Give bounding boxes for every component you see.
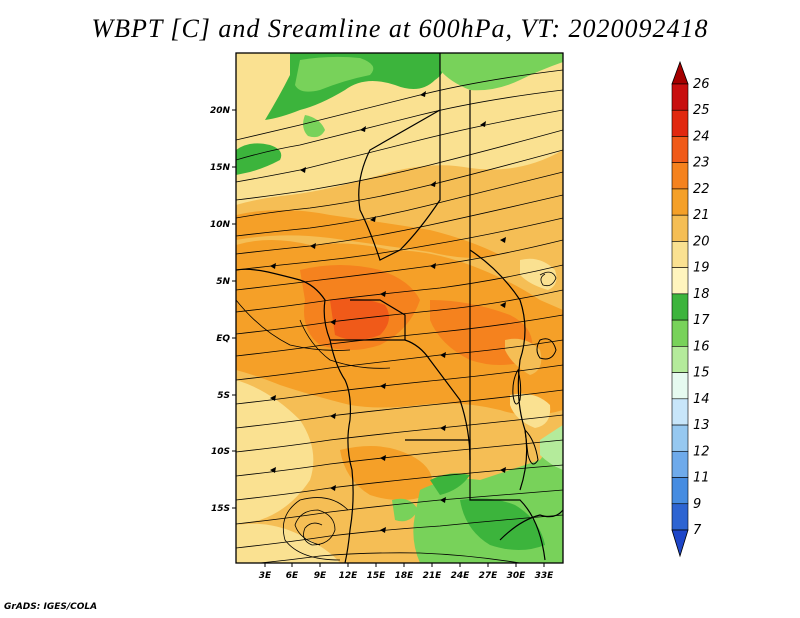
lon-label: 6E [286,571,299,581]
colorbar-label: 7 [693,523,702,538]
lat-label: 10S [211,447,230,457]
colorbar-label: 21 [693,208,710,223]
colorbar-label: 14 [693,392,710,407]
lon-label: 15E [367,571,387,581]
lakes [512,338,557,465]
lat-label: 20N [210,106,231,116]
lon-label: 27E [479,571,499,581]
colorbar-label: 23 [693,156,710,171]
map-frame [235,52,564,564]
colorbar-cell [671,241,689,268]
colorbar-cell [671,346,689,373]
colorbar-cell [671,162,689,190]
colorbar-top-arrow [671,60,689,85]
lon-label: 24E [451,571,471,581]
colorbar-label: 9 [693,497,701,512]
colorbar-label: 22 [693,182,710,197]
colorbar-cell [671,319,689,347]
lat-label: 5N [216,277,230,287]
colorbar-cell [671,372,689,400]
longitude-labels: 3E 6E 9E 12E 15E 18E 21E 24E 27E 30E 33E [259,571,554,581]
colorbar-cell [671,424,689,452]
colorbar-bottom-arrow [671,529,689,558]
colorbar-cell [671,450,689,478]
colorbar: 26 25 24 23 22 21 20 19 18 17 16 15 14 13 12 11 9 7 [671,60,710,558]
colorbar-label: 15 [693,366,710,381]
lat-label: EQ [216,334,230,344]
colorbar-label: 16 [693,339,710,354]
lon-label: 21E [423,571,443,581]
country-borders [236,53,563,563]
streamlines [236,69,563,563]
colorbar-label: 13 [693,418,710,433]
streamline-arrows [270,91,506,533]
colorbar-cell [671,136,689,164]
grads-credit: GrADS: IGES/COLA [4,602,98,612]
lon-label: 30E [507,571,527,581]
colorbar-label: 25 [693,103,710,118]
lat-label: 15S [211,504,230,514]
colorbar-cell [671,293,689,321]
lon-label: 9E [314,571,327,581]
colorbar-label: 19 [693,261,710,276]
axis-ticks [232,109,545,567]
colorbar-cell [671,188,689,216]
colorbar-label: 20 [693,234,710,249]
colorbar-label: 17 [693,313,710,328]
colorbar-label: 11 [693,471,710,486]
wbpt-field [236,53,563,563]
colorbar-cell [671,398,689,426]
lon-label: 18E [395,571,415,581]
lon-label: 12E [339,571,359,581]
colorbar-cell [671,214,689,242]
colorbar-cell [671,477,689,505]
lat-label: 15N [210,163,231,173]
latitude-labels: 20N 15N 10N 5N EQ 5S 10S 15S [210,106,231,514]
colorbar-label: 24 [693,129,710,144]
map-title: WBPT [C] and Sreamline at 600hPa, VT: 20… [91,14,709,43]
lat-label: 10N [210,220,231,230]
colorbar-cell [671,83,689,111]
colorbar-label: 12 [693,444,710,459]
lon-label: 33E [535,571,555,581]
lon-label: 3E [259,571,272,581]
lat-label: 5S [217,391,230,401]
colorbar-cell [671,503,689,531]
colorbar-cell [671,109,689,137]
colorbar-label: 18 [693,287,710,302]
colorbar-cell [671,267,689,295]
colorbar-label: 26 [693,77,710,92]
